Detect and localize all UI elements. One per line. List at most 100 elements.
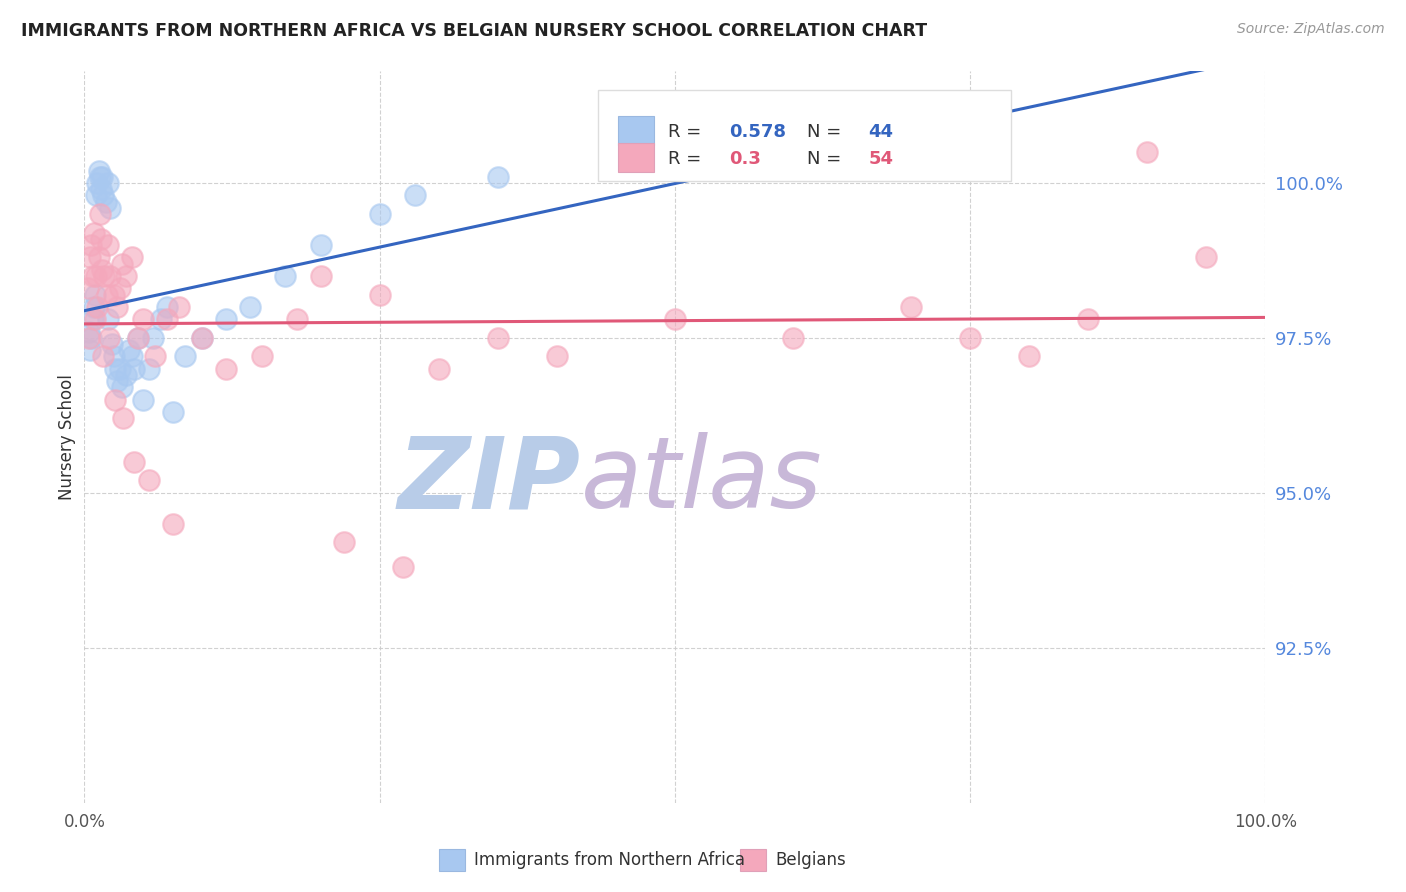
Point (132, 392, 155, 407)
Point (162, 516, 184, 531)
Point (82, 312, 104, 326)
Point (91, 188, 114, 202)
Text: atlas: atlas (581, 433, 823, 530)
Point (723, 145, 745, 159)
FancyBboxPatch shape (740, 849, 766, 871)
Text: 0.3: 0.3 (730, 150, 761, 168)
Point (96, 287, 118, 301)
Point (97, 312, 120, 326)
Point (132, 312, 155, 326)
Point (191, 331, 214, 345)
Point (215, 312, 238, 326)
Point (191, 331, 214, 345)
Point (122, 455, 145, 469)
Point (900, 300, 922, 314)
Point (285, 312, 308, 326)
Point (111, 380, 134, 394)
Point (404, 188, 426, 202)
Point (97, 238, 120, 252)
Point (90, 182, 112, 196)
Point (309, 238, 332, 252)
Text: R =: R = (668, 123, 707, 141)
Point (80, 238, 103, 252)
Point (486, 331, 509, 345)
Point (77, 281, 100, 295)
Text: N =: N = (807, 123, 848, 141)
Point (84, 312, 107, 326)
Text: Immigrants from Northern Africa: Immigrants from Northern Africa (474, 851, 745, 869)
Point (98, 268, 121, 283)
Point (1077, 312, 1099, 326)
Point (84, 287, 107, 301)
Point (82, 268, 104, 283)
Text: IMMIGRANTS FROM NORTHERN AFRICA VS BELGIAN NURSERY SCHOOL CORRELATION CHART: IMMIGRANTS FROM NORTHERN AFRICA VS BELGI… (21, 22, 927, 40)
Point (392, 560, 415, 574)
Point (87, 163, 110, 178)
Point (250, 350, 273, 364)
Point (486, 169, 509, 184)
FancyBboxPatch shape (619, 116, 654, 145)
FancyBboxPatch shape (439, 849, 464, 871)
Point (333, 535, 356, 549)
Point (1018, 350, 1040, 364)
Point (959, 331, 981, 345)
Point (77, 325, 100, 339)
Text: 44: 44 (869, 123, 894, 141)
Point (127, 331, 149, 345)
Point (77, 331, 100, 345)
Text: Source: ZipAtlas.com: Source: ZipAtlas.com (1237, 22, 1385, 37)
Point (90, 232, 112, 246)
Point (100, 337, 122, 351)
FancyBboxPatch shape (598, 90, 1011, 181)
Point (86, 176, 108, 190)
Point (80, 331, 103, 345)
Point (118, 343, 141, 358)
Point (114, 368, 136, 383)
Point (107, 374, 129, 388)
Point (91, 262, 114, 277)
Point (156, 312, 179, 326)
Point (173, 350, 195, 364)
Point (89, 169, 111, 184)
Point (142, 331, 165, 345)
Point (98, 201, 121, 215)
Point (84, 268, 107, 283)
Point (112, 411, 135, 425)
Point (121, 350, 143, 364)
Point (108, 362, 131, 376)
Point (86, 300, 108, 314)
Point (427, 362, 450, 376)
Point (107, 300, 129, 314)
Point (98, 331, 121, 345)
Point (138, 362, 160, 376)
Point (79, 343, 101, 358)
Point (239, 300, 262, 314)
Point (162, 405, 184, 419)
Point (84, 188, 107, 202)
Text: R =: R = (668, 150, 707, 168)
Point (87, 250, 110, 264)
Point (309, 268, 332, 283)
Point (114, 268, 136, 283)
Point (215, 362, 238, 376)
Point (122, 362, 145, 376)
Point (91, 350, 114, 364)
Text: N =: N = (807, 150, 848, 168)
Point (664, 312, 686, 326)
Point (93, 268, 115, 283)
Point (138, 474, 160, 488)
Point (782, 331, 804, 345)
Point (103, 287, 125, 301)
Point (83, 300, 105, 314)
Point (94, 194, 117, 209)
Point (121, 250, 143, 264)
Point (368, 287, 391, 301)
Point (143, 350, 166, 364)
Point (104, 362, 127, 376)
Point (274, 268, 297, 283)
Point (91, 169, 114, 184)
Text: Belgians: Belgians (775, 851, 846, 869)
Point (546, 350, 568, 364)
Point (1195, 250, 1218, 264)
Point (108, 281, 131, 295)
